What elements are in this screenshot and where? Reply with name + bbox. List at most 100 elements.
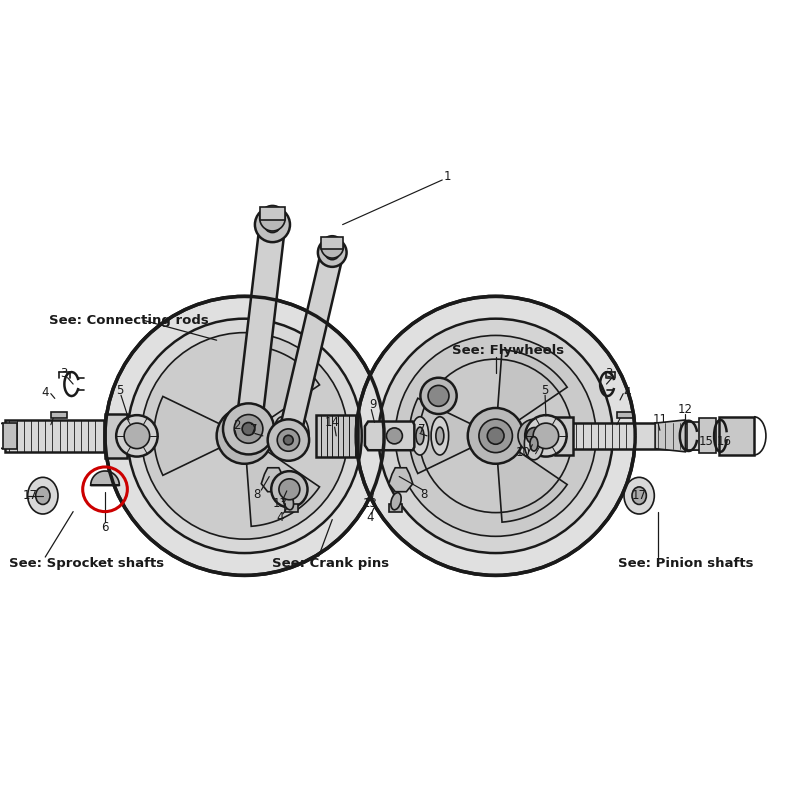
Text: 9: 9	[369, 398, 377, 411]
Text: 17: 17	[22, 489, 38, 502]
Text: See: Flywheels: See: Flywheels	[452, 344, 564, 357]
Ellipse shape	[252, 417, 270, 455]
Bar	[389, 504, 402, 512]
Ellipse shape	[283, 493, 294, 510]
Bar	[617, 412, 633, 418]
Polygon shape	[497, 350, 567, 425]
Text: 14: 14	[325, 416, 340, 429]
Circle shape	[265, 217, 281, 233]
Text: 8: 8	[253, 487, 260, 501]
Circle shape	[124, 423, 150, 449]
Ellipse shape	[296, 427, 304, 445]
Circle shape	[386, 428, 402, 444]
Ellipse shape	[278, 427, 286, 445]
Ellipse shape	[524, 428, 543, 460]
Polygon shape	[278, 250, 343, 442]
Polygon shape	[389, 468, 413, 492]
Circle shape	[228, 419, 262, 453]
Text: 3: 3	[60, 367, 67, 380]
Text: See: Sprocket shafts: See: Sprocket shafts	[10, 557, 165, 570]
Text: 7: 7	[250, 423, 257, 436]
Polygon shape	[236, 223, 285, 430]
Ellipse shape	[530, 437, 538, 451]
Ellipse shape	[391, 493, 401, 510]
Polygon shape	[497, 447, 567, 522]
Ellipse shape	[624, 478, 654, 514]
Ellipse shape	[291, 417, 309, 455]
Circle shape	[242, 422, 255, 435]
Circle shape	[278, 429, 299, 451]
Polygon shape	[246, 447, 319, 526]
Circle shape	[378, 318, 613, 553]
Bar	[285, 504, 298, 512]
Text: See: Pinion shafts: See: Pinion shafts	[618, 557, 753, 570]
Circle shape	[533, 423, 558, 449]
Circle shape	[271, 471, 307, 507]
Ellipse shape	[28, 478, 58, 514]
Circle shape	[420, 378, 457, 414]
Polygon shape	[90, 471, 119, 486]
Text: 7: 7	[418, 423, 426, 436]
Circle shape	[318, 238, 346, 267]
Circle shape	[284, 435, 293, 445]
Polygon shape	[365, 422, 414, 450]
Polygon shape	[246, 346, 319, 425]
Bar	[687, 422, 722, 450]
Bar	[6, 420, 129, 452]
Polygon shape	[262, 468, 285, 492]
Text: 17: 17	[632, 489, 646, 502]
Circle shape	[356, 296, 635, 575]
Text: 5: 5	[116, 384, 123, 397]
Bar	[260, 207, 285, 220]
Text: 4: 4	[623, 386, 631, 398]
Ellipse shape	[431, 417, 449, 455]
Polygon shape	[655, 420, 686, 452]
Text: 4: 4	[42, 386, 49, 398]
Circle shape	[479, 419, 513, 453]
Ellipse shape	[36, 487, 50, 505]
Circle shape	[223, 403, 274, 454]
Text: 2: 2	[233, 419, 240, 432]
Text: 6: 6	[102, 521, 109, 534]
Ellipse shape	[416, 427, 424, 445]
Circle shape	[127, 318, 362, 553]
Text: 4: 4	[277, 511, 284, 525]
Circle shape	[105, 296, 384, 575]
Ellipse shape	[436, 427, 444, 445]
Bar	[719, 417, 754, 455]
Bar	[51, 412, 66, 418]
Circle shape	[518, 419, 551, 453]
Circle shape	[526, 427, 543, 444]
Circle shape	[325, 246, 339, 260]
Circle shape	[487, 427, 504, 444]
Text: 4: 4	[366, 511, 374, 525]
Circle shape	[260, 206, 286, 231]
Circle shape	[279, 479, 300, 500]
Bar	[555, 417, 573, 455]
Bar	[321, 238, 343, 249]
Circle shape	[395, 335, 596, 536]
Circle shape	[428, 386, 449, 406]
Text: See: Crank pins: See: Crank pins	[273, 557, 390, 570]
Text: 15: 15	[698, 435, 714, 448]
Text: 13: 13	[273, 497, 288, 510]
Text: 12: 12	[678, 403, 693, 416]
Text: 11: 11	[652, 413, 667, 426]
Text: 8: 8	[420, 487, 428, 501]
Circle shape	[321, 236, 343, 258]
Bar	[3, 423, 18, 449]
Text: See: Connecting rods: See: Connecting rods	[50, 314, 209, 326]
Circle shape	[217, 408, 273, 464]
Ellipse shape	[274, 417, 290, 455]
Circle shape	[116, 415, 158, 457]
Circle shape	[525, 415, 566, 457]
Text: 16: 16	[716, 435, 731, 448]
Text: 1: 1	[444, 170, 451, 183]
Bar	[699, 418, 717, 454]
Circle shape	[255, 207, 290, 242]
Text: 10: 10	[516, 446, 531, 459]
Text: 5: 5	[542, 384, 549, 397]
Ellipse shape	[411, 417, 429, 455]
Ellipse shape	[257, 427, 265, 445]
Circle shape	[468, 408, 523, 464]
